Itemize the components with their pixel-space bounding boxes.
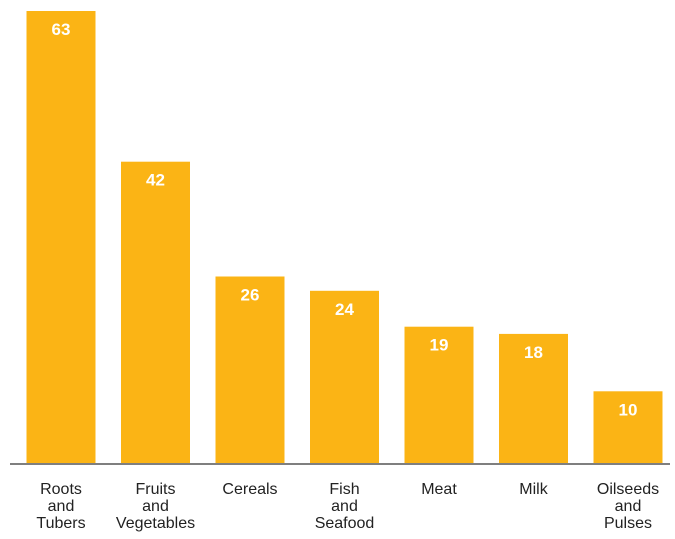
category-label-line: Milk: [519, 481, 548, 498]
category-label-line: and: [331, 498, 358, 515]
category-label-line: Fruits: [136, 481, 176, 498]
value-label: 19: [430, 336, 449, 355]
value-label: 63: [52, 20, 71, 39]
category-label-line: Meat: [421, 481, 457, 498]
bar: [499, 333, 568, 463]
value-label: 26: [241, 286, 260, 305]
category-label-line: Pulses: [604, 515, 652, 532]
category-label-line: Fish: [329, 481, 359, 498]
bar: [310, 290, 379, 463]
value-label: 10: [619, 400, 638, 419]
value-label: 42: [146, 171, 165, 190]
category-label: Cereals: [222, 481, 277, 498]
bars-group: [26, 11, 663, 463]
value-labels-group: 63 42 26 24 19 18 10: [52, 20, 638, 419]
category-label: Roots and Tubers: [36, 481, 85, 532]
category-label-line: Seafood: [315, 515, 375, 532]
value-label: 18: [524, 343, 543, 362]
category-label: Milk: [519, 481, 548, 498]
value-label: 24: [335, 300, 354, 319]
category-label-line: and: [48, 498, 75, 515]
category-label-line: and: [615, 498, 642, 515]
bar: [121, 161, 190, 463]
category-label-line: Cereals: [222, 481, 277, 498]
category-label-line: Tubers: [36, 515, 85, 532]
category-label-line: and: [142, 498, 169, 515]
category-label-line: Roots: [40, 481, 82, 498]
category-label-line: Oilseeds: [597, 481, 659, 498]
bar: [404, 326, 474, 463]
bar: [215, 276, 285, 463]
category-label-line: Vegetables: [116, 515, 195, 532]
bar: [26, 11, 96, 463]
category-label: Oilseeds and Pulses: [597, 481, 659, 532]
bar: [593, 391, 663, 463]
category-label: Meat: [421, 481, 457, 498]
category-label: Fruits and Vegetables: [116, 481, 195, 532]
category-label: Fish and Seafood: [315, 481, 375, 532]
